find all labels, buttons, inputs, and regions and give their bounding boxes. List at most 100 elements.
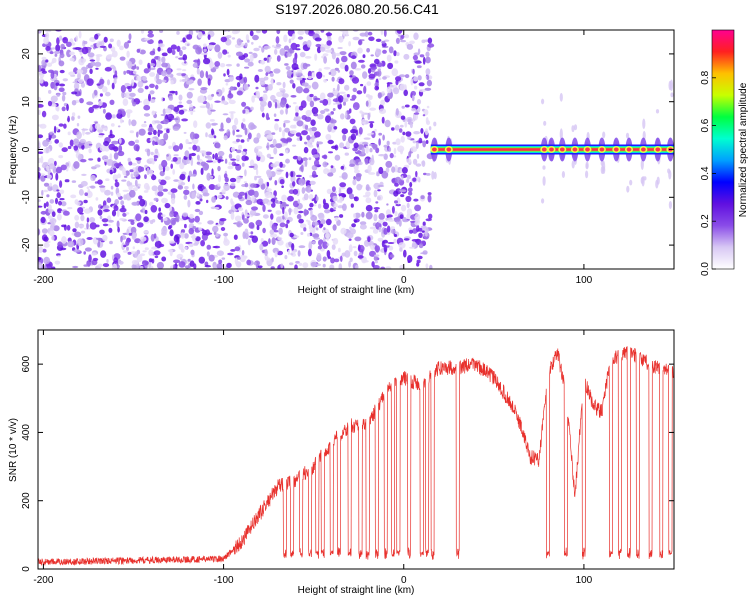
spectrogram-burst-streak — [559, 92, 563, 102]
spectrogram-noise-blob — [386, 225, 391, 233]
spectrogram-noise-blob — [58, 142, 63, 148]
spectrogram-noise-blob — [182, 54, 188, 61]
spectrogram-noise-blob — [163, 132, 169, 141]
spectrogram-noise-blob — [311, 241, 316, 244]
spectrogram-noise-blob — [197, 222, 202, 225]
spectrogram-noise-blob — [98, 100, 103, 107]
spectrogram-noise-blob — [294, 264, 298, 269]
spectrogram-noise-blob — [370, 54, 374, 57]
spectrogram-noise-blob — [259, 154, 266, 163]
spectrogram-noise-blob — [399, 124, 404, 128]
spectrogram-noise-blob — [314, 97, 321, 101]
spectrogram-noise-blob — [262, 198, 270, 204]
spectrogram-noise-blob — [365, 197, 372, 204]
spectrogram-noise-blob — [378, 226, 382, 233]
spectrogram-noise-blob — [83, 208, 91, 214]
spectrogram-noise-blob — [396, 52, 400, 57]
spectrogram-noise-blob — [173, 106, 180, 112]
snr-y-tick-label: 0 — [21, 566, 32, 572]
spectrogram-noise-blob — [228, 99, 236, 105]
spectrogram-noise-blob — [383, 30, 387, 37]
spectrogram-noise-blob — [59, 189, 65, 195]
spectrogram-noise-blob — [276, 55, 281, 62]
spectrogram-noise-blob — [381, 170, 389, 179]
spectrogram-noise-blob — [306, 135, 311, 141]
spectrogram-noise-blob — [66, 41, 72, 47]
spectrogram-noise-blob — [58, 200, 62, 206]
spectrogram-noise-blob — [350, 133, 357, 141]
spectrogram-noise-blob — [416, 259, 421, 264]
spectrogram-noise-blob — [378, 138, 381, 146]
spectrogram-noise-blob — [330, 165, 334, 169]
spectrogram-noise-blob — [164, 202, 171, 209]
spectrogram-noise-blob — [304, 141, 308, 145]
spectrogram-noise-blob — [269, 194, 275, 199]
spectrogram-noise-blob — [393, 147, 397, 155]
spectrogram-noise-blob — [38, 246, 43, 254]
spectrogram-noise-blob — [181, 73, 187, 77]
spectrogram-noise-blob — [367, 164, 372, 173]
spectrogram-noise-blob — [168, 95, 174, 101]
spectrogram-noise-blob — [382, 221, 388, 227]
spectrogram-noise-blob — [95, 237, 102, 240]
spectrogram-noise-blob — [380, 99, 386, 106]
spectrogram-noise-blob — [241, 214, 245, 221]
spectrogram-noise-blob — [394, 60, 399, 64]
spectrogram-burst-streak — [571, 125, 575, 133]
spectrogram-noise-blob — [85, 131, 91, 135]
spectrogram-noise-blob — [54, 139, 59, 144]
spectrogram-x-tick-label: -100 — [214, 275, 234, 286]
spectrogram-noise-blob — [172, 169, 176, 175]
spectrogram-noise-blob — [49, 182, 53, 187]
spectrogram-noise-blob — [267, 171, 272, 178]
spectrogram-noise-blob — [247, 238, 251, 246]
spectrogram-noise-blob — [275, 210, 282, 216]
spectrogram-noise-blob — [266, 142, 270, 151]
spectrogram-noise-blob — [328, 151, 333, 154]
spectrogram-noise-blob — [111, 50, 118, 58]
spectrogram-noise-blob — [276, 82, 282, 86]
spectrogram-noise-blob — [297, 156, 302, 161]
spectrogram-noise-blob — [224, 158, 228, 164]
spectrogram-noise-blob — [237, 177, 243, 180]
spectrogram-noise-blob — [393, 155, 397, 158]
spectrogram-noise-blob — [404, 74, 410, 79]
spectrogram-noise-blob — [153, 250, 161, 256]
spectrogram-noise-blob — [368, 172, 376, 175]
spectrogram-burst-streak — [573, 124, 578, 131]
spectrogram-noise-blob — [258, 178, 264, 186]
spectrogram-noise-blob — [243, 214, 250, 217]
spectrogram-noise-blob — [288, 207, 292, 216]
spectrogram-noise-blob — [309, 93, 314, 98]
spectrogram-noise-blob — [39, 123, 47, 129]
spectrogram-noise-blob — [236, 90, 243, 96]
spectrogram-noise-blob — [378, 77, 382, 81]
spectrogram-noise-blob — [340, 113, 345, 120]
spectrogram-noise-blob — [43, 182, 50, 187]
spectrogram-noise-blob — [363, 85, 367, 94]
spectrogram-burst-streak — [668, 201, 673, 209]
spectrogram-noise-blob — [402, 219, 409, 223]
spectrogram-noise-blob — [89, 59, 96, 62]
spectrogram-noise-blob — [135, 157, 142, 161]
spectrogram-noise-blob — [98, 133, 105, 136]
spectrogram-noise-blob — [243, 108, 250, 115]
spectrogram-noise-blob — [354, 236, 362, 242]
spectrogram-noise-blob — [267, 201, 273, 205]
spectrogram-noise-blob — [97, 157, 101, 162]
spectrogram-noise-blob — [235, 51, 243, 57]
spectrogram-noise-blob — [114, 179, 118, 182]
spectrogram-noise-blob — [388, 46, 394, 54]
spectrogram-noise-blob — [351, 76, 360, 84]
spectrogram-noise-blob — [342, 98, 349, 103]
spectrogram-noise-blob — [361, 111, 365, 115]
spectrogram-noise-blob — [297, 250, 301, 257]
spectrogram-noise-blob — [194, 215, 200, 223]
spectrogram-noise-blob — [187, 199, 191, 208]
spectrogram-noise-blob — [102, 108, 106, 114]
spectrogram-noise-blob — [131, 119, 137, 127]
spectrogram-noise-blob — [396, 221, 400, 225]
spectrogram-noise-blob — [215, 142, 221, 149]
spectrogram-noise-blob — [78, 30, 82, 39]
spectrogram-burst-node-core — [432, 147, 437, 152]
